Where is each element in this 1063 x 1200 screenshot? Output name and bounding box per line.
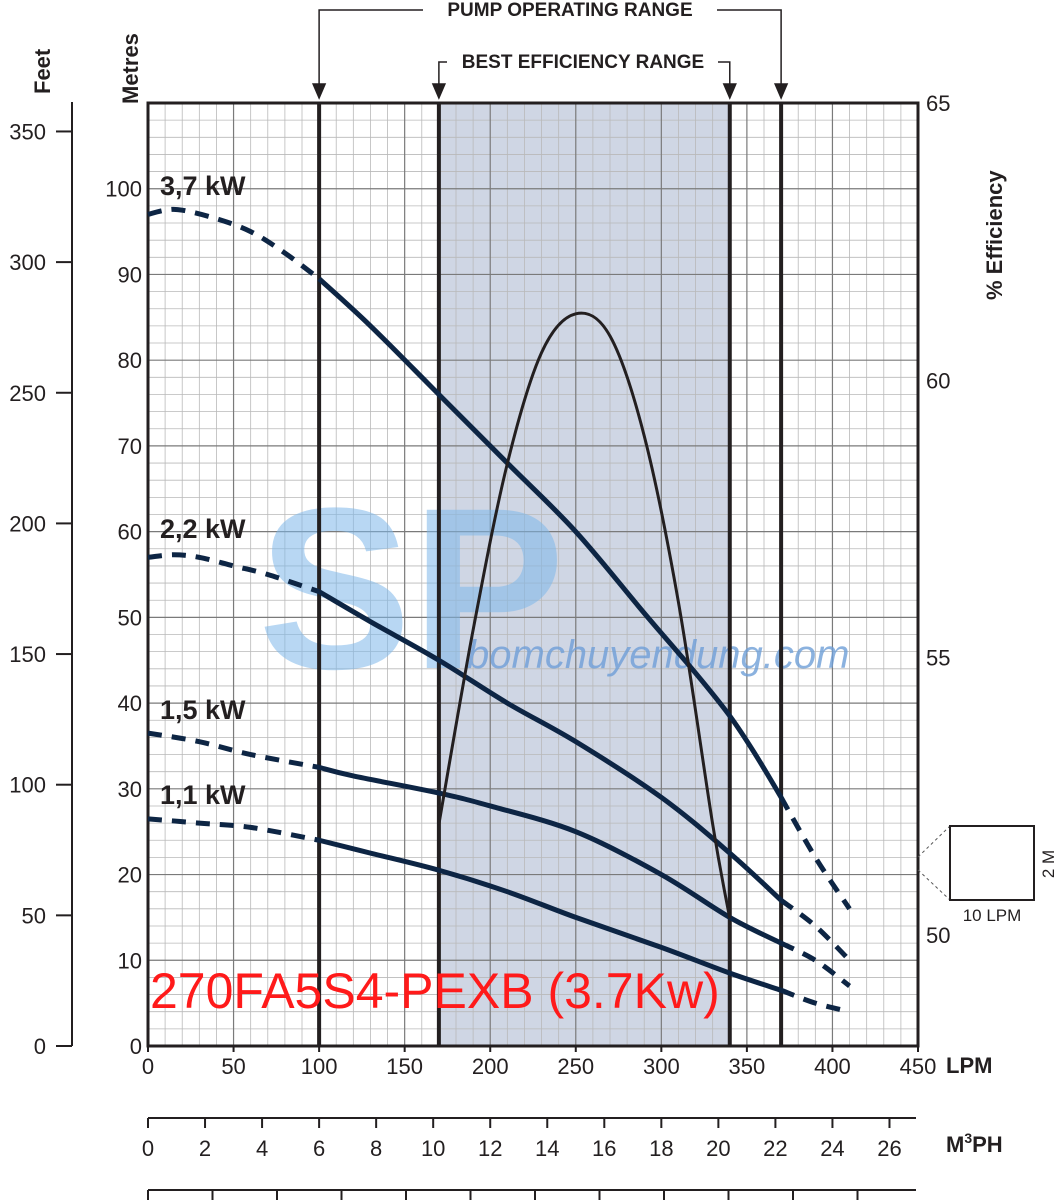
- metres-tick-label: 90: [118, 262, 142, 287]
- efficiency-tick-label: 55: [926, 646, 950, 671]
- range-brackets: [311, 9, 789, 100]
- best-efficiency-arrow-left: [431, 83, 447, 100]
- lpm-tick-label: 200: [472, 1054, 509, 1079]
- feet-tick-label: 100: [9, 773, 46, 798]
- head-curve-dashed-left: [147, 816, 320, 843]
- lpm-tick-label: 300: [643, 1054, 680, 1079]
- head-curve-dashed-left: [147, 730, 320, 770]
- metres-tick-label: 20: [118, 863, 142, 888]
- efficiency-tick-label: 60: [926, 368, 950, 393]
- feet-tick-label: 350: [9, 119, 46, 144]
- m3ph-axis-ticks: 0 2 4 6 8 10 12 14 16 18 20 22 24 26: [142, 1118, 902, 1161]
- best-efficiency-bracket: [438, 61, 731, 92]
- pump-operating-arrow-right: [773, 83, 789, 100]
- m3ph-tick-label: 10: [421, 1136, 445, 1161]
- head-curve-dashed-right: [779, 898, 852, 963]
- best-efficiency-range-label: BEST EFFICIENCY RANGE: [462, 52, 704, 73]
- lpm-tick-label: 400: [814, 1054, 851, 1079]
- metres-tick-label: 80: [118, 348, 142, 373]
- pump-operating-range-label: PUMP OPERATING RANGE: [447, 0, 692, 21]
- m3ph-axis-title: M3PH: [946, 1130, 1003, 1157]
- metres-tick-label: 100: [105, 177, 142, 202]
- lpm-tick-label: 350: [729, 1054, 766, 1079]
- m3ph-tick-label: 26: [877, 1136, 901, 1161]
- head-curve-solid: [318, 837, 782, 993]
- head-curve-dashed-right: [780, 987, 851, 1015]
- series-label-1-5kw: 1,5 kW: [160, 695, 246, 725]
- lpm-tick-label: 0: [142, 1054, 154, 1079]
- feet-tick-label: 0: [34, 1034, 46, 1059]
- minor-grid: [148, 103, 918, 1046]
- metres-axis-ticks: 0 10 20 30 40 50 60 70 80 90 100: [105, 177, 142, 1059]
- lpm-axis-title: LPM: [946, 1053, 992, 1078]
- watermark-logo: SP: [258, 460, 565, 717]
- series-label-1-1kw: 1,1 kW: [160, 780, 246, 810]
- range-lines: [317, 103, 784, 1046]
- feet-tick-label: 300: [9, 250, 46, 275]
- lpm-tick-label: 50: [221, 1054, 245, 1079]
- metres-tick-label: 0: [130, 1034, 142, 1059]
- head-curve-dashed-left: [147, 552, 320, 595]
- m3ph-tick-label: 20: [706, 1136, 730, 1161]
- scale-box-height-label: 2 M: [1039, 850, 1058, 878]
- efficiency-tick-label: 50: [926, 923, 950, 948]
- efficiency-axis-ticks: 50 55 60 65: [926, 91, 950, 948]
- lpm-axis-ticks: 0 50 100 150 200 250 300 350 400 450: [142, 1046, 936, 1079]
- feet-tick-label: 50: [22, 903, 46, 928]
- watermark-text: bomchuyendung.com: [467, 633, 849, 677]
- efficiency-tick-label: 65: [926, 91, 950, 116]
- m3ph-tick-label: 4: [256, 1136, 268, 1161]
- m3ph-tick-label: 12: [478, 1136, 502, 1161]
- lpm-tick-label: 250: [557, 1054, 594, 1079]
- m3ph-tick-label: 22: [763, 1136, 787, 1161]
- m3ph-tick-label: 18: [649, 1136, 673, 1161]
- head-curve-dashed-right: [779, 940, 852, 988]
- scale-box: 10 LPM 2 M: [917, 825, 1058, 925]
- lpm-tick-label: 450: [900, 1054, 937, 1079]
- m3ph-tick-label: 16: [592, 1136, 616, 1161]
- scale-box-width-label: 10 LPM: [963, 906, 1022, 925]
- metres-tick-label: 50: [118, 605, 142, 630]
- lpm-tick-label: 100: [301, 1054, 338, 1079]
- series-label-2-2kw: 2,2 kW: [160, 514, 246, 544]
- metres-tick-label: 30: [118, 777, 142, 802]
- feet-axis-title: Feet: [30, 48, 55, 94]
- plot-border: [146, 101, 920, 1048]
- m3ph-tick-label: 14: [535, 1136, 559, 1161]
- watermark: SP bomchuyendung.com: [258, 460, 849, 717]
- m3ph-tick-label: 8: [370, 1136, 382, 1161]
- metres-tick-label: 70: [118, 434, 142, 459]
- m3ph-tick-label: 2: [199, 1136, 211, 1161]
- lpm-tick-label: 150: [386, 1054, 423, 1079]
- feet-tick-label: 200: [9, 511, 46, 536]
- best-efficiency-arrow-right: [722, 83, 737, 100]
- head-curve-solid: [318, 764, 783, 946]
- metres-tick-label: 40: [118, 691, 142, 716]
- series-label-3-7kw: 3,7 kW: [160, 171, 246, 201]
- model-label: 270FA5S4-PEXB (3.7Kw): [150, 963, 720, 1019]
- efficiency-axis-title: % Efficiency: [982, 170, 1007, 300]
- head-curve-dashed-left: [147, 206, 321, 281]
- pump-operating-arrow-left: [311, 83, 327, 100]
- m3ph-tick-label: 0: [142, 1136, 154, 1161]
- bottom-axis-ticks: [147, 1190, 859, 1200]
- metres-tick-label: 10: [118, 948, 142, 973]
- head-curve-solid: [317, 589, 783, 903]
- metres-axis-title: Metres: [118, 33, 143, 104]
- pump-operating-bracket: [318, 9, 782, 92]
- efficiency-curve: [437, 311, 732, 919]
- m3ph-tick-label: 24: [820, 1136, 844, 1161]
- metres-tick-label: 60: [118, 520, 142, 545]
- feet-tick-label: 150: [9, 642, 46, 667]
- feet-axis-ticks: 0 50 100 150 200 250 300 350: [9, 119, 72, 1059]
- head-curve-solid: [317, 276, 784, 799]
- head-curves: [147, 206, 852, 1015]
- feet-tick-label: 250: [9, 381, 46, 406]
- m3ph-tick-label: 6: [313, 1136, 325, 1161]
